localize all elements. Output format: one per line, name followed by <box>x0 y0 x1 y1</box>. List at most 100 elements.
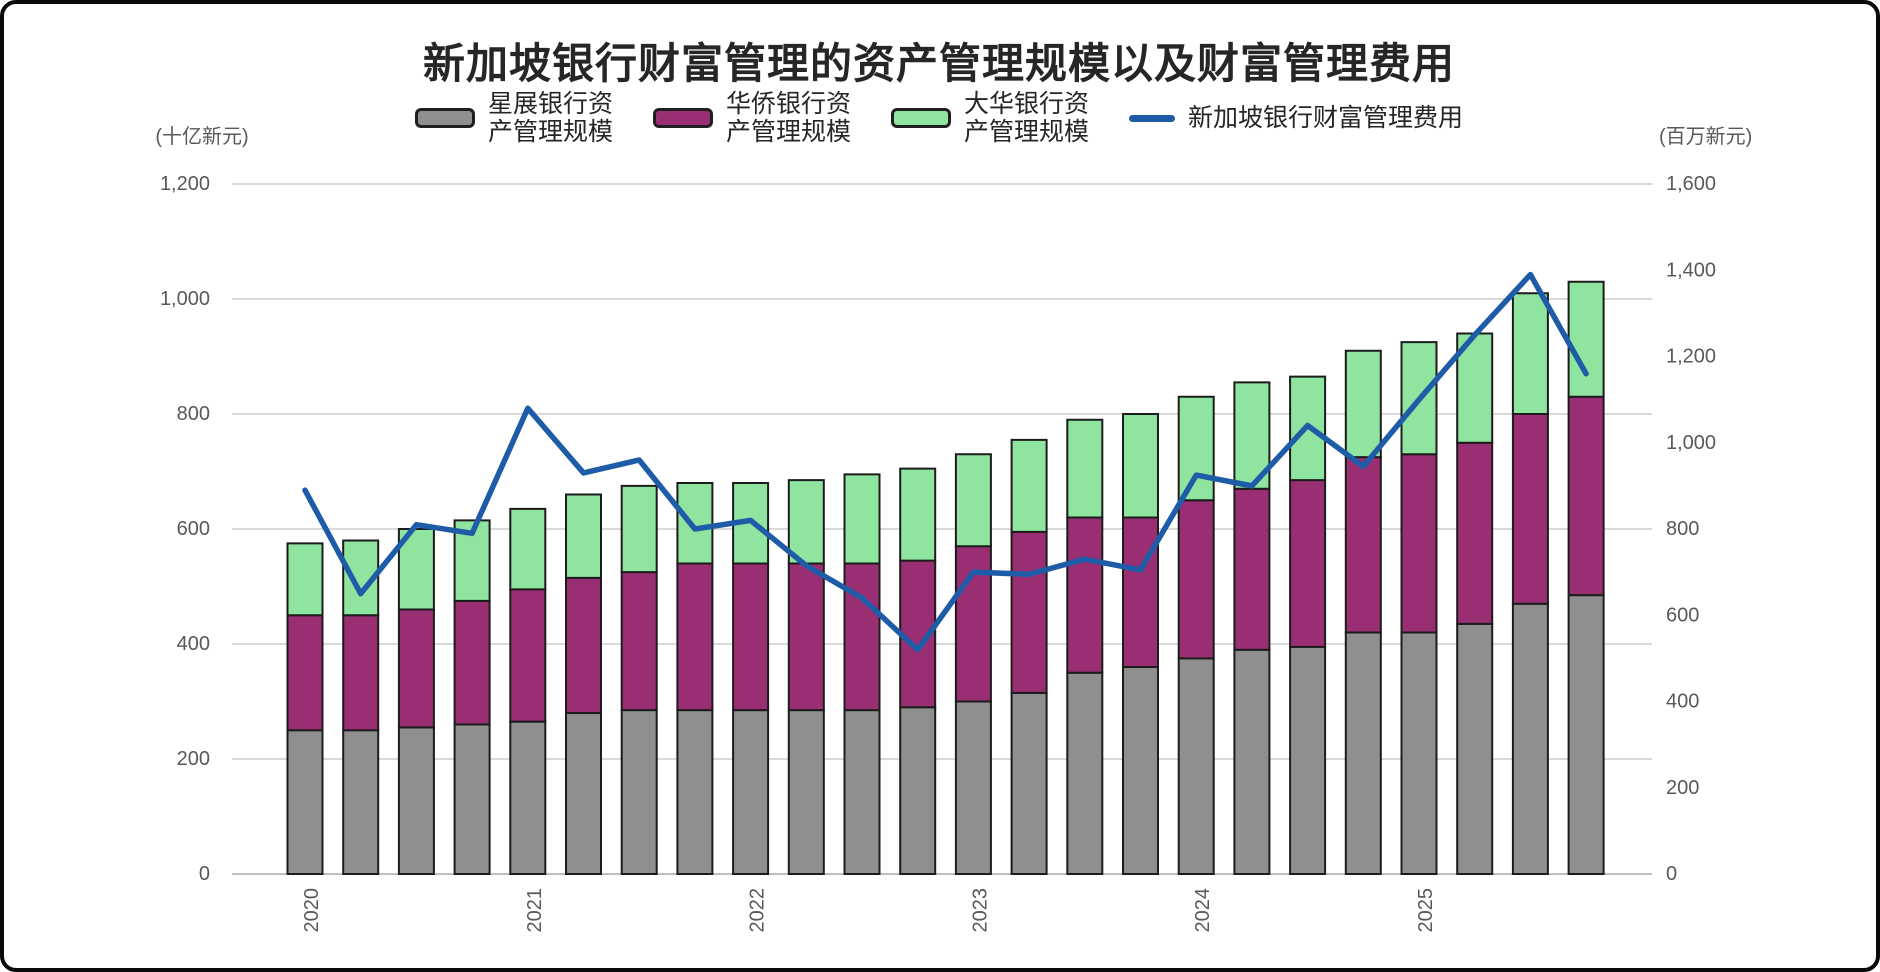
bar-segment-dbs-2022Q1 <box>732 709 770 875</box>
left-axis-tick-600: 600 <box>177 518 210 540</box>
fee-line-series <box>302 271 1589 653</box>
chart-canvas: 0 200 400 600 800 1,000 1,200 0 200 400 600 800 1,00… <box>160 173 1716 933</box>
bar-segment-dbs-2020Q4 <box>453 723 491 875</box>
bar-segment-ocbc-2025Q3 <box>1511 413 1549 605</box>
x-axis-year-label-2021: 2021 <box>524 888 546 933</box>
bar-segment-dbs-2022Q4 <box>899 706 937 875</box>
bar-segment-dbs-2021Q1 <box>509 720 547 875</box>
bar-segment-dbs-2025Q3 <box>1511 602 1549 875</box>
bar-segment-ocbc-2025Q4 <box>1567 395 1605 597</box>
left-axis-tick-1,200: 1,200 <box>160 173 210 195</box>
bar-segment-ocbc-2021Q3 <box>620 571 658 712</box>
x-axis-year-label-2020: 2020 <box>301 888 323 933</box>
bar-segment-uob-2021Q3 <box>620 484 658 574</box>
legend-label: 星展银行资 产管理规模 <box>487 90 613 146</box>
bar-segment-uob-2022Q3 <box>843 473 881 565</box>
chart-title: 新加坡银行财富管理的资产管理规模以及财富管理费用 <box>422 40 1455 87</box>
right-axis-tick-600: 600 <box>1666 604 1699 626</box>
bar-segment-dbs-2022Q2 <box>787 709 825 875</box>
legend-label: 大华银行资 产管理规模 <box>964 90 1090 146</box>
bar-segment-ocbc-2020Q3 <box>397 608 435 729</box>
bar-segment-ocbc-2023Q4 <box>1122 516 1159 668</box>
right-axis-tick-400: 400 <box>1666 691 1699 713</box>
legend-bar-swatch <box>414 108 475 128</box>
bar-segment-dbs-2024Q3 <box>1289 645 1327 875</box>
legend-bar-swatch <box>891 108 951 128</box>
bar-segment-ocbc-2020Q1 <box>286 614 324 732</box>
right-axis-unit-label: (百万新元) <box>1659 126 1753 148</box>
bar-segment-uob-2021Q4 <box>676 482 714 565</box>
bar-segment-ocbc-2024Q2 <box>1233 487 1271 651</box>
x-axis-year-label-2024: 2024 <box>1192 888 1214 933</box>
right-axis-tick-1,200: 1,200 <box>1666 346 1716 368</box>
left-axis-tick-0: 0 <box>199 863 210 885</box>
legend-item-0: 星展银行资 产管理规模 <box>414 90 613 146</box>
x-axis-year-label-2025: 2025 <box>1415 888 1437 933</box>
bar-segment-uob-2020Q1 <box>286 542 324 617</box>
bar-segment-dbs-2023Q2 <box>1010 691 1048 875</box>
bar-segment-dbs-2023Q3 <box>1066 671 1104 875</box>
bar-segment-dbs-2021Q4 <box>676 709 714 875</box>
x-axis-year-label-2022: 2022 <box>747 888 769 933</box>
right-axis-tick-800: 800 <box>1666 518 1699 540</box>
left-axis-tick-400: 400 <box>177 633 210 655</box>
bar-segment-uob-2024Q4 <box>1344 349 1382 459</box>
bar-segment-ocbc-2025Q2 <box>1456 441 1494 625</box>
legend-line-swatch <box>1129 114 1176 122</box>
left-axis-tick-800: 800 <box>177 403 210 425</box>
left-axis-tick-1,000: 1,000 <box>160 288 210 310</box>
bar-segment-dbs-2024Q4 <box>1344 631 1382 875</box>
bar-segment-ocbc-2020Q4 <box>453 599 491 726</box>
bar-segment-uob-2024Q1 <box>1177 395 1215 502</box>
x-axis-year-label-2023: 2023 <box>969 888 991 933</box>
chart-legend: 星展银行资 产管理规模 华侨银行资 产管理规模 大华银行资 产管理规模 新加坡银行财富… <box>234 90 1644 146</box>
bar-segment-ocbc-2024Q3 <box>1289 479 1327 648</box>
bar-segment-ocbc-2024Q1 <box>1177 499 1215 660</box>
bar-segment-ocbc-2022Q3 <box>843 562 881 712</box>
bar-segment-ocbc-2023Q2 <box>1010 530 1048 694</box>
bar-segment-dbs-2020Q1 <box>286 729 324 875</box>
legend-item-2: 大华银行资 产管理规模 <box>891 90 1089 146</box>
bar-segment-uob-2023Q3 <box>1066 418 1104 519</box>
bar-segment-dbs-2025Q2 <box>1456 622 1494 875</box>
bar-segment-uob-2025Q3 <box>1511 292 1549 415</box>
left-axis-tick-200: 200 <box>177 748 210 770</box>
bar-segment-ocbc-2021Q1 <box>509 588 547 723</box>
bar-segment-ocbc-2022Q1 <box>732 562 770 712</box>
bar-segment-dbs-2020Q2 <box>342 729 380 875</box>
left-axis-unit-label: (十亿新元) <box>155 126 249 148</box>
bar-segment-uob-2023Q4 <box>1122 413 1159 519</box>
bar-segment-ocbc-2023Q3 <box>1066 516 1104 674</box>
bar-segment-ocbc-2021Q2 <box>565 576 602 714</box>
bar-segment-ocbc-2022Q2 <box>787 562 825 712</box>
bar-segment-dbs-2024Q2 <box>1233 648 1271 875</box>
bar-segment-uob-2021Q2 <box>565 493 602 579</box>
legend-label: 新加坡银行财富管理费用 <box>1188 104 1464 132</box>
bar-segment-dbs-2021Q2 <box>565 712 602 875</box>
legend-label: 华侨银行资 产管理规模 <box>725 90 851 146</box>
right-axis-tick-1,400: 1,400 <box>1666 259 1716 281</box>
bar-segment-ocbc-2024Q4 <box>1344 456 1382 634</box>
bar-segment-ocbc-2021Q4 <box>676 562 714 712</box>
bar-segment-dbs-2020Q3 <box>397 726 435 875</box>
bar-segment-dbs-2022Q3 <box>843 709 881 875</box>
legend-item-1: 华侨银行资 产管理规模 <box>652 90 851 146</box>
legend-bar-swatch <box>652 108 713 128</box>
bar-segment-ocbc-2025Q1 <box>1400 453 1438 634</box>
bar-segment-uob-2023Q2 <box>1010 438 1048 533</box>
bar-segment-dbs-2023Q4 <box>1122 666 1159 875</box>
bar-segment-uob-2021Q1 <box>509 507 547 591</box>
bar-segment-dbs-2021Q3 <box>620 709 658 875</box>
bar-segment-dbs-2023Q1 <box>954 700 992 875</box>
bar-segment-dbs-2025Q1 <box>1400 631 1438 875</box>
right-axis-tick-1,600: 1,600 <box>1666 173 1716 195</box>
bar-segment-uob-2025Q4 <box>1567 280 1605 398</box>
bar-segment-ocbc-2020Q2 <box>342 614 380 732</box>
right-axis-tick-1,000: 1,000 <box>1666 432 1716 454</box>
right-axis-tick-0: 0 <box>1666 863 1677 885</box>
bar-segment-uob-2023Q1 <box>954 453 992 548</box>
bar-segment-uob-2022Q2 <box>787 479 825 565</box>
bar-segment-uob-2022Q4 <box>899 467 937 562</box>
bar-segment-dbs-2024Q1 <box>1177 657 1215 875</box>
